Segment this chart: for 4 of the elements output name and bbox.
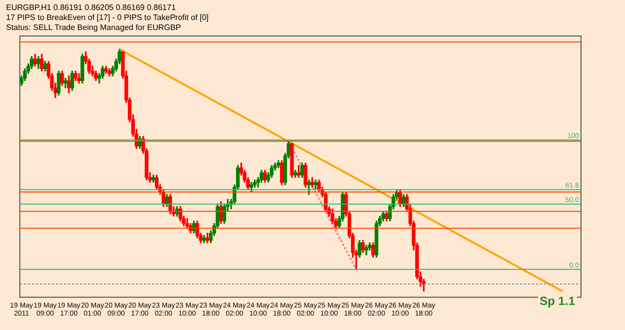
chart-title: EURGBP,H1 0.86191 0.86205 0.86169 0.86171 — [6, 3, 177, 13]
text: Status: SELL Trade Being Managed for EURGBP — [6, 23, 182, 33]
text: Sp 1.1 — [538, 294, 577, 308]
text: 17 PIPS to BreakEven of [17] - 0 PIPS to TakeProfit of [0] — [6, 13, 209, 23]
